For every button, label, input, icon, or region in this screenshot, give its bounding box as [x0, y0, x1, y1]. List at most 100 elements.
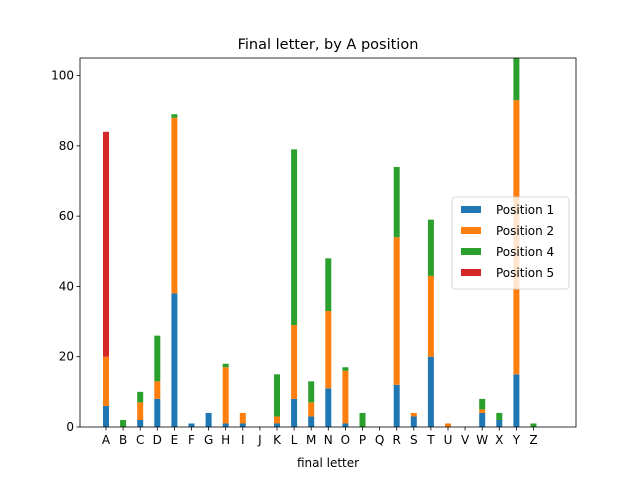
x-tick-label: U	[444, 433, 453, 447]
bar-R-series-2	[393, 237, 400, 385]
x-tick-label: D	[153, 433, 162, 447]
bar-W-series-3	[479, 398, 486, 410]
legend-label: Position 1	[496, 203, 554, 217]
bar-R-series-1	[393, 384, 400, 427]
bar-D-series-3	[154, 335, 161, 382]
bar-T-series-2	[427, 275, 434, 357]
bar-M-series-3	[308, 381, 315, 403]
legend-label: Position 5	[496, 266, 554, 280]
bar-C-series-2	[137, 402, 144, 420]
x-tick-label: Q	[375, 433, 384, 447]
legend-label: Position 4	[496, 245, 554, 259]
x-tick-label: F	[188, 433, 195, 447]
x-tick-label: N	[324, 433, 333, 447]
legend-swatch	[461, 227, 481, 234]
bar-A-series-4	[103, 131, 109, 357]
bar-H-series-1	[222, 423, 229, 427]
x-tick-label: O	[341, 433, 350, 447]
x-tick-label: E	[171, 433, 179, 447]
bar-C-series-1	[137, 419, 144, 427]
x-tick-label: V	[461, 433, 470, 447]
bar-K-series-1	[274, 423, 280, 427]
bar-H-series-3	[222, 363, 229, 368]
bar-L-series-2	[291, 325, 298, 399]
bar-W-series-1	[479, 412, 486, 427]
bar-I-series-2	[239, 412, 246, 424]
bar-E-series-2	[171, 117, 178, 294]
bar-K-series-2	[274, 416, 280, 424]
bar-X-series-3	[496, 412, 503, 420]
x-tick-label: M	[306, 433, 316, 447]
bar-T-series-3	[427, 219, 434, 276]
bar-X-series-1	[496, 419, 503, 427]
bar-G-series-1	[205, 412, 212, 427]
bar-N-series-1	[325, 388, 332, 427]
y-tick-label: 20	[59, 350, 74, 364]
chart-title: Final letter, by A position	[238, 37, 419, 53]
x-tick-label: P	[359, 433, 366, 447]
y-tick-label: 60	[59, 209, 74, 223]
y-tick-label: 80	[59, 139, 74, 153]
bar-O-series-3	[342, 367, 349, 371]
x-axis-label: final letter	[297, 456, 359, 470]
legend-box	[451, 196, 570, 290]
bar-Y-series-1	[513, 374, 520, 427]
x-tick-label: B	[119, 433, 127, 447]
bar-F-series-1	[188, 423, 195, 427]
bar-P-series-3	[359, 412, 366, 427]
legend-swatch	[461, 248, 481, 255]
legend-swatch	[461, 206, 481, 213]
x-tick-label: A	[102, 433, 111, 447]
bar-N-series-2	[325, 311, 332, 389]
bar-O-series-1	[342, 423, 349, 427]
legend: Position 1 Position 2 Position 4 Position 5	[451, 196, 570, 290]
bar-O-series-2	[342, 370, 349, 424]
x-tick-label: H	[221, 433, 230, 447]
x-tick-label: Y	[512, 433, 521, 447]
x-tick-label: K	[273, 433, 282, 447]
y-tick-label: 0	[66, 420, 74, 434]
y-axis: 0 20 40 60 80 100	[51, 69, 80, 434]
legend-swatch	[461, 269, 481, 276]
bar-S-series-2	[410, 412, 417, 417]
bar-K-series-3	[274, 374, 280, 417]
bar-I-series-1	[239, 423, 246, 427]
bar-C-series-3	[137, 391, 144, 403]
bar-S-series-1	[410, 416, 417, 427]
bar-U-series-2	[445, 423, 451, 427]
bar-L-series-3	[291, 149, 298, 326]
bar-D-series-2	[154, 381, 161, 399]
bar-E-series-3	[171, 114, 178, 118]
legend-label: Position 2	[496, 224, 554, 238]
bar-A-series-2	[103, 356, 109, 406]
bar-L-series-1	[291, 398, 298, 427]
x-tick-label: G	[204, 433, 213, 447]
x-tick-label: T	[426, 433, 435, 447]
y-tick-label: 100	[51, 69, 74, 83]
x-tick-label: J	[257, 433, 262, 447]
y-tick-label: 40	[59, 279, 74, 293]
x-tick-label: L	[291, 433, 298, 447]
x-tick-label: X	[495, 433, 503, 447]
bar-D-series-1	[154, 398, 161, 427]
bar-Y-series-3	[513, 58, 520, 101]
bar-M-series-2	[308, 402, 315, 417]
bar-Z-series-3	[530, 423, 537, 427]
bar-N-series-3	[325, 258, 332, 312]
bar-E-series-1	[171, 293, 178, 427]
x-tick-label: R	[393, 433, 401, 447]
x-tick-label: W	[476, 433, 488, 447]
bar-A-series-1	[103, 405, 109, 427]
bar-H-series-2	[222, 367, 229, 424]
x-tick-label: S	[410, 433, 418, 447]
bar-T-series-1	[427, 356, 434, 427]
bar-M-series-1	[308, 416, 315, 427]
bar-B-series-3	[120, 419, 127, 427]
x-tick-label: C	[136, 433, 144, 447]
x-tick-label: Z	[529, 433, 537, 447]
bar-W-series-2	[479, 409, 486, 413]
x-tick-label: I	[241, 433, 245, 447]
bar-R-series-3	[393, 166, 400, 238]
